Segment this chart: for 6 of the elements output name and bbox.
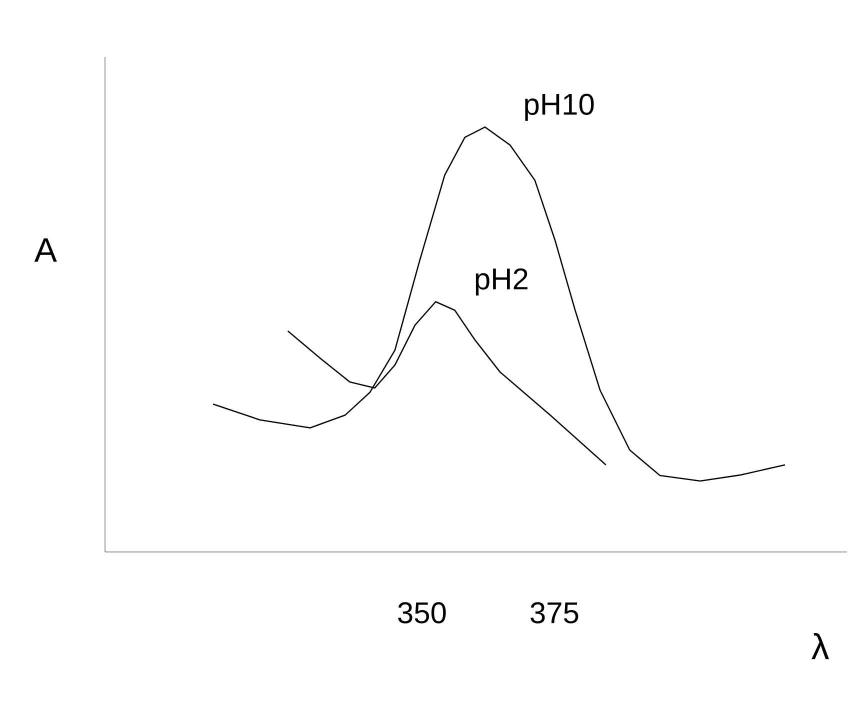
- x-axis-title: λ: [812, 632, 829, 660]
- x-tick-label: 350: [398, 602, 446, 624]
- x-tick-label: 375: [530, 602, 578, 624]
- series-label: pH10: [525, 94, 594, 121]
- y-axis-title: A: [34, 238, 57, 262]
- series-label: pH2: [476, 268, 528, 296]
